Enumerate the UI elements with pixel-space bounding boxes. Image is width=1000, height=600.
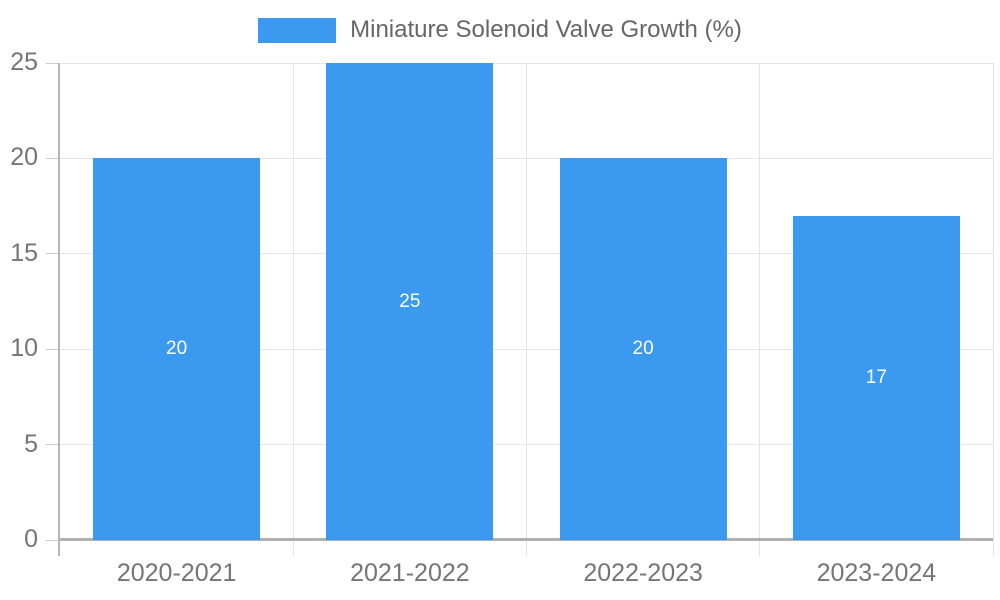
bar-value-label: 17 (865, 366, 887, 388)
y-axis-tick-label: 20 (10, 143, 38, 172)
plot-area: 0 5 10 15 20 25 20 25 20 17 2020-2021 2021-2022 2022… (10, 50, 994, 586)
legend[interactable]: Miniature Solenoid Valve Growth (%) (0, 16, 1000, 44)
bar[interactable]: 25 (326, 63, 494, 540)
x-gridline (992, 63, 994, 556)
x-axis-category-label: 2022-2023 (583, 559, 703, 587)
x-axis-category-label: 2020-2021 (116, 559, 237, 587)
x-axis-category-label: 2023-2024 (816, 559, 937, 587)
y-axis-tick-label: 10 (10, 334, 38, 363)
x-gridline (759, 63, 761, 556)
bar-value-label: 20 (632, 338, 654, 360)
y-axis-tick-label: 0 (24, 525, 38, 553)
x-axis-line (60, 538, 993, 541)
x-gridline (526, 63, 527, 556)
y-axis-tick (46, 539, 58, 541)
legend-label: Miniature Solenoid Valve Growth (%) (350, 16, 742, 43)
bar-value-label: 20 (166, 338, 188, 360)
y-axis-tick-label: 25 (10, 48, 38, 76)
y-axis-tick (46, 253, 58, 255)
y-axis-tick (46, 444, 58, 446)
bar[interactable]: 17 (792, 215, 960, 540)
bar-value-label: 25 (399, 290, 421, 312)
y-axis-tick (46, 62, 58, 64)
y-axis-tick-label: 15 (10, 238, 38, 267)
y-axis-tick-label: 5 (24, 429, 38, 458)
y-axis-tick (46, 157, 58, 159)
legend-swatch (258, 17, 337, 43)
y-axis-tick (46, 348, 58, 350)
x-gridline (292, 63, 294, 556)
bar[interactable]: 20 (93, 158, 261, 540)
y-axis-line (58, 63, 60, 556)
bar[interactable]: 20 (559, 158, 727, 540)
x-axis-category-label: 2021-2022 (350, 559, 470, 587)
